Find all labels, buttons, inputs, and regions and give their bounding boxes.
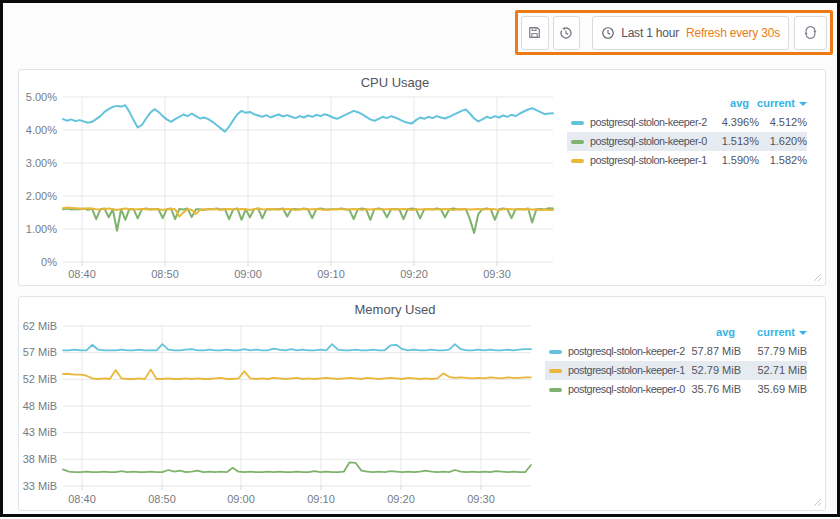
panel-resize-handle[interactable] [811,271,823,283]
x-axis-label: 09:30 [483,268,511,280]
series-current: 35.69 MiB [757,383,807,395]
y-axis-label: 57 MiB [23,346,57,358]
memory-legend: avg current postgresql-stolon-keeper-2 57.8… [545,323,807,399]
series-line [63,370,531,379]
series-current: 1.620% [770,135,807,147]
x-axis-label: 09:30 [467,493,495,505]
y-axis-label: 1.00% [26,223,57,235]
series-line [63,344,531,350]
series-color-swatch [571,159,584,163]
x-axis-label: 08:40 [68,268,96,280]
panel-resize-handle[interactable] [811,496,823,508]
time-range-label: Last 1 hour [621,26,679,40]
x-axis-label: 08:40 [68,493,96,505]
y-axis-label: 48 MiB [23,400,57,412]
series-name: postgresql-stolon-keeper-0 [568,383,685,395]
clock-icon [601,26,615,40]
legend-header: avg current [545,323,807,342]
series-line [63,462,531,472]
legend-row[interactable]: postgresql-stolon-keeper-1 52.79 MiB 52.71… [545,361,807,380]
x-axis-label: 09:00 [234,268,262,280]
series-name: postgresql-stolon-keeper-2 [590,116,707,128]
caret-down-icon [799,102,807,106]
series-color-swatch [571,140,584,144]
cpu-legend: avg current postgresql-stolon-keeper-2 4.39… [567,94,807,170]
legend-row[interactable]: postgresql-stolon-keeper-1 1.590% 1.582% [567,151,807,170]
series-color-swatch [549,388,562,392]
panel-cpu-usage: CPU Usage 5.00%4.00%3.00%2.00%1.00%0%08:… [18,69,826,286]
series-color-swatch [571,121,584,125]
x-axis-label: 08:50 [151,268,179,280]
page-frame: Last 1 hour Refresh every 30s CPU Usage … [0,0,840,517]
y-axis-label: 52 MiB [23,373,57,385]
refresh-icon [803,25,818,40]
toolbar-highlight: Last 1 hour Refresh every 30s [515,10,833,55]
save-dashboard-button[interactable] [521,16,549,50]
y-axis-label: 43 MiB [23,426,57,438]
legend-sort-avg[interactable]: avg [716,326,735,338]
x-axis-label: 09:10 [317,268,345,280]
panel-memory-used: Memory Used 62 MiB57 MiB52 MiB48 MiB43 M… [18,296,826,511]
y-axis-label: 38 MiB [23,453,57,465]
series-color-swatch [549,350,562,354]
series-current: 57.79 MiB [757,345,807,357]
series-avg: 1.513% [722,135,759,147]
history-icon [558,25,574,41]
refresh-interval-label: Refresh every 30s [686,26,780,40]
legend-row[interactable]: postgresql-stolon-keeper-0 1.513% 1.620% [567,132,807,151]
y-axis-label: 0% [41,256,57,268]
x-axis-label: 09:00 [227,493,255,505]
caret-down-icon [799,331,807,335]
x-axis-label: 08:50 [148,493,176,505]
refresh-button[interactable] [794,16,827,50]
time-picker-button[interactable]: Last 1 hour Refresh every 30s [592,16,789,50]
series-name: postgresql-stolon-keeper-2 [568,345,685,357]
legend-header: avg current [567,94,807,113]
x-axis-label: 09:10 [307,493,335,505]
dashboard-history-button[interactable] [553,16,581,50]
series-avg: 35.76 MiB [691,383,741,395]
y-axis-label: 2.00% [26,190,57,202]
legend-sort-current[interactable]: current [757,97,807,109]
y-axis-label: 62 MiB [23,320,57,332]
series-avg: 57.87 MiB [691,345,741,357]
series-name: postgresql-stolon-keeper-0 [590,135,707,147]
series-avg: 4.396% [722,116,759,128]
legend-sort-avg[interactable]: avg [730,97,749,109]
y-axis-label: 5.00% [26,91,57,103]
y-axis-label: 33 MiB [23,480,57,492]
y-axis-label: 4.00% [26,124,57,136]
series-current: 4.512% [770,116,807,128]
x-axis-label: 09:20 [387,493,415,505]
legend-row[interactable]: postgresql-stolon-keeper-0 35.76 MiB 35.69… [545,380,807,399]
series-avg: 1.590% [722,154,759,166]
series-color-swatch [549,369,562,373]
legend-row[interactable]: postgresql-stolon-keeper-2 57.87 MiB 57.79… [545,342,807,361]
y-axis-label: 3.00% [26,157,57,169]
series-current: 52.71 MiB [757,364,807,376]
series-name: postgresql-stolon-keeper-1 [568,364,685,376]
series-line [63,105,553,131]
legend-row[interactable]: postgresql-stolon-keeper-2 4.396% 4.512% [567,113,807,132]
series-name: postgresql-stolon-keeper-1 [590,154,707,166]
legend-sort-current[interactable]: current [757,326,807,338]
series-avg: 52.79 MiB [691,364,741,376]
save-icon [527,25,542,40]
series-current: 1.582% [770,154,807,166]
x-axis-label: 09:20 [400,268,428,280]
